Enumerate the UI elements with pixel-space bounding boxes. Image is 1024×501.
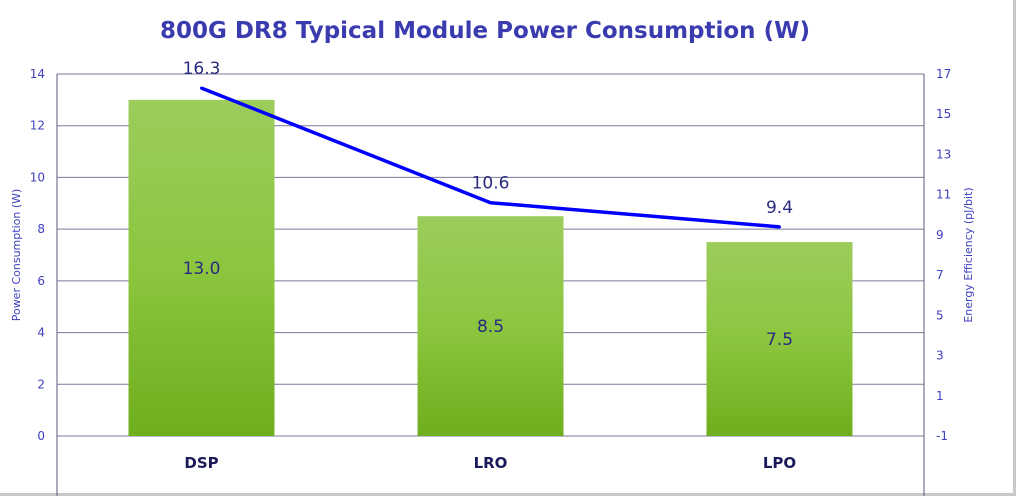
y-tick-label: 8: [37, 222, 45, 236]
y-tick-label: 0: [37, 429, 45, 443]
chart-title: 800G DR8 Typical Module Power Consumptio…: [160, 18, 810, 44]
bar-data-label: 13.0: [183, 259, 221, 279]
y2-axis-label: Energy Efficiency (pJ/bit): [962, 187, 975, 322]
y-tick-label: 10: [30, 170, 45, 184]
x-tick-label: LRO: [474, 454, 508, 472]
y2-tick-label: 13: [936, 147, 951, 161]
y2-tick-label: 11: [936, 188, 951, 202]
line-point: [489, 201, 492, 205]
y2-tick-label: 9: [936, 228, 944, 242]
y-tick-label: 6: [37, 274, 45, 288]
y2-tick-label: 17: [936, 67, 951, 81]
line-data-label: 16.3: [183, 59, 221, 79]
bar-data-label: 8.5: [477, 317, 504, 337]
y2-tick-label: 7: [936, 268, 944, 282]
y-axis-label: Power Consumption (W): [10, 189, 23, 322]
line-point: [778, 225, 781, 229]
line-data-label: 10.6: [472, 174, 510, 194]
y-tick-label: 14: [30, 67, 45, 81]
bar-data-label: 7.5: [766, 330, 793, 350]
bar: [417, 216, 564, 436]
y2-tick-label: 1: [936, 389, 944, 403]
y2-tick-label: 3: [936, 349, 944, 363]
y2-tick-label: 5: [936, 308, 944, 322]
y2-tick-label: -1: [936, 429, 948, 443]
y2-tick-label: 15: [936, 107, 951, 121]
y-tick-label: 4: [37, 326, 45, 340]
bar: [128, 99, 275, 436]
bar: [706, 242, 853, 436]
y-tick-label: 2: [37, 377, 45, 391]
line-series: [200, 86, 780, 229]
y-tick-label: 12: [30, 119, 45, 133]
line-data-label: 9.4: [766, 198, 793, 218]
x-tick-label: DSP: [184, 454, 218, 472]
x-tick-label: LPO: [763, 454, 796, 472]
line-point: [200, 86, 203, 90]
